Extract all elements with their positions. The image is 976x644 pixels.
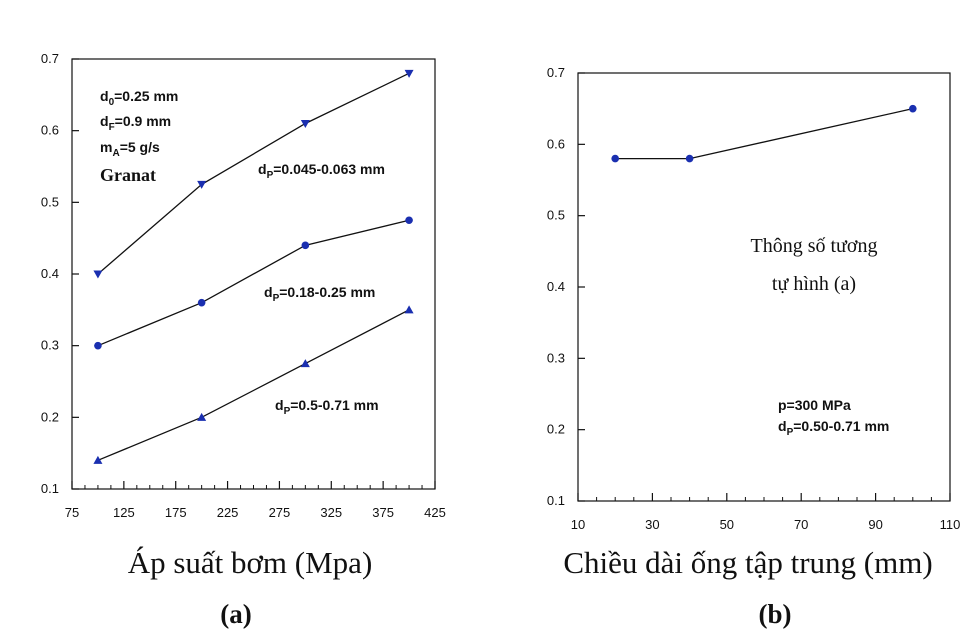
chart-b-series-line-1 xyxy=(615,108,913,160)
chart-a-y-tick-label: 0.3 xyxy=(41,338,59,353)
note-line-1: Thông số tương xyxy=(751,235,878,257)
chart-b-y-tick-label: 0.4 xyxy=(547,279,565,294)
chart-a-data-point xyxy=(405,216,413,225)
chart-a-data-point xyxy=(94,341,102,350)
param-dP: dP=0.50-0.71 mm xyxy=(778,418,889,438)
chart-a-series-line-1 xyxy=(97,72,410,275)
chart-a-y-tick-label: 0.5 xyxy=(41,194,59,209)
chart-a-series xyxy=(93,69,414,464)
chart-a-x-tick-label: 225 xyxy=(217,505,239,520)
chart-b-x-label: Chiều dài ống tập trung (mm) xyxy=(563,545,932,580)
chart-a-x-tick-label: 375 xyxy=(372,505,394,520)
chart-b-frame xyxy=(577,72,951,502)
param-mA: mA=5 g/s xyxy=(100,139,160,159)
param-p: p=300 MPa xyxy=(778,397,851,413)
chart-a-panel-label: (a) xyxy=(220,599,251,629)
chart-a-data-point xyxy=(404,69,414,78)
chart-a-x-tick-label: 325 xyxy=(320,505,342,520)
chart-b-data-point xyxy=(685,154,694,163)
chart-b-panel-label: (b) xyxy=(759,599,792,629)
chart-a-series-line-2 xyxy=(97,219,410,347)
series-label-1: dP=0.045-0.063 mm xyxy=(258,161,385,181)
chart-b-x-tick-label: 70 xyxy=(794,517,808,532)
chart-a-x-tick-label: 175 xyxy=(165,505,187,520)
note-line-2: tự hình (a) xyxy=(772,273,856,295)
chart-b-data-point xyxy=(611,154,619,163)
chart-a-data-point xyxy=(93,270,103,279)
chart-b-x-tick-label: 50 xyxy=(720,517,734,532)
chart-b-x-tick-label: 110 xyxy=(940,517,961,532)
chart-a-y-tick-label: 0.6 xyxy=(41,123,59,138)
chart-a-y-tick-label: 0.7 xyxy=(41,51,59,66)
chart-a-series-line-3 xyxy=(97,309,410,461)
chart-b-y-tick-label: 0.2 xyxy=(547,422,565,437)
chart-a-x-axis: 75 125 175 225 275 325 375 425 xyxy=(65,481,446,520)
chart-b-x-tick-label: 30 xyxy=(645,517,659,532)
chart-b-y-axis: 0.1 0.2 0.3 0.4 0.5 0.6 0.7 xyxy=(547,65,585,508)
chart-b-y-tick-label: 0.1 xyxy=(547,493,565,508)
chart-a-x-label: Áp suất bơm (Mpa) xyxy=(128,545,373,580)
chart-b-data-point xyxy=(909,104,917,113)
chart-b: 0.1 0.2 0.3 0.4 0.5 0.6 0.7 10 30 50 70 90 110 Thôn… xyxy=(547,65,960,629)
chart-a-y-tick-label: 0.4 xyxy=(41,266,59,281)
series-label-2: dP=0.18-0.25 mm xyxy=(264,284,375,304)
param-d0: d0=0.25 mm xyxy=(100,88,178,108)
chart-a-x-tick-label: 425 xyxy=(424,505,446,520)
chart-b-y-tick-label: 0.5 xyxy=(547,208,565,223)
chart-b-y-tick-label: 0.7 xyxy=(547,65,565,80)
chart-a-x-tick-label: 275 xyxy=(269,505,291,520)
chart-a-data-point xyxy=(197,412,207,421)
chart-a-data-point xyxy=(300,359,310,368)
chart-b-series xyxy=(611,104,917,163)
chart-a-x-tick-label: 125 xyxy=(113,505,135,520)
param-material: Granat xyxy=(100,165,156,185)
chart-a-data-point xyxy=(300,120,310,128)
chart-b-x-tick-label: 90 xyxy=(868,517,882,532)
chart-b-y-tick-label: 0.3 xyxy=(547,350,565,365)
chart-a-data-point xyxy=(197,180,207,189)
chart-b-x-axis: 10 30 50 70 90 110 xyxy=(571,493,961,532)
chart-b-x-tick-label: 10 xyxy=(571,517,585,532)
chart-a-y-tick-label: 0.1 xyxy=(41,481,59,496)
chart-a-y-tick-label: 0.2 xyxy=(41,409,59,424)
chart-a-y-axis: 0.1 0.2 0.3 0.4 0.5 0.6 0.7 xyxy=(41,51,79,496)
chart-a-data-point xyxy=(301,241,310,250)
series-label-3: dP=0.5-0.71 mm xyxy=(275,397,379,417)
chart-a-x-tick-label: 75 xyxy=(65,505,79,520)
chart-b-y-tick-label: 0.6 xyxy=(547,136,565,151)
chart-a-data-point xyxy=(404,305,414,314)
chart-a-data-point xyxy=(197,298,206,307)
chart-a-data-point xyxy=(93,455,103,464)
param-dF: dF=0.9 mm xyxy=(100,113,171,133)
chart-a: 0.1 0.2 0.3 0.4 0.5 0.6 0.7 75 125 175 225 275 325 3… xyxy=(41,51,446,629)
